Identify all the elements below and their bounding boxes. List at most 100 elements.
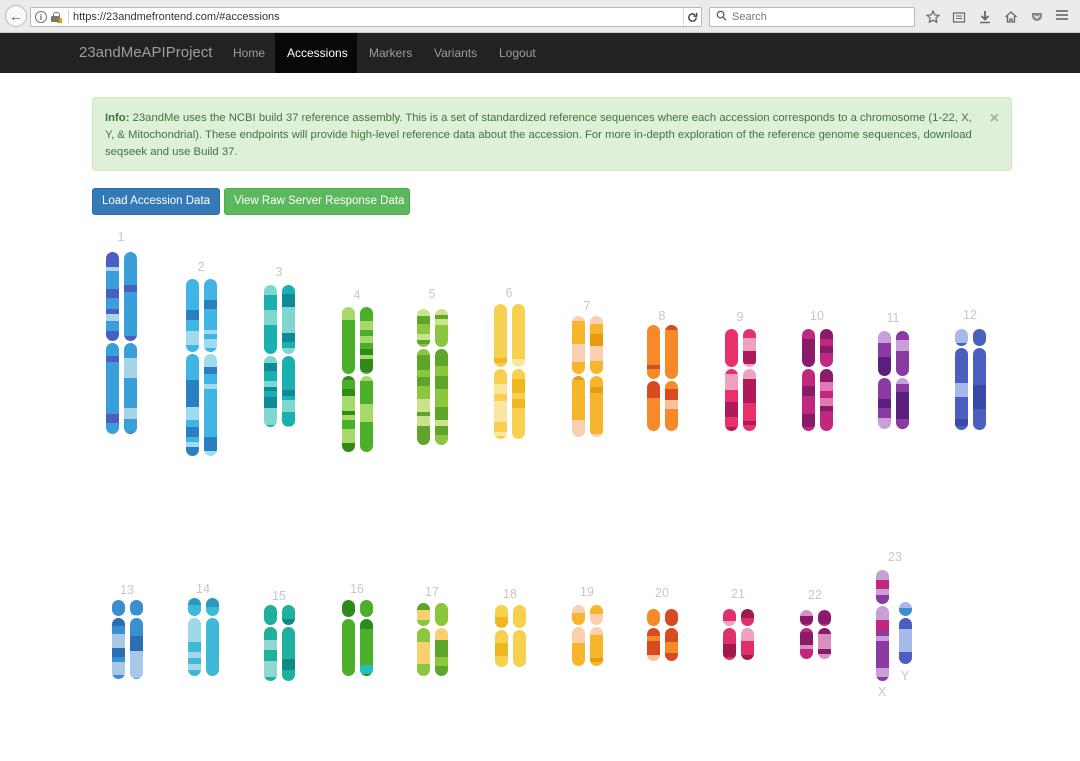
url-text[interactable]: https://23andmefrontend.com/#accessions bbox=[73, 11, 280, 23]
chromosome-10-p-arm[interactable] bbox=[819, 329, 833, 367]
chromosome-6-q-arm[interactable] bbox=[511, 369, 525, 439]
chromosome-15-p-arm[interactable] bbox=[263, 605, 277, 625]
chromosome-18-p-arm[interactable] bbox=[494, 605, 508, 628]
view-raw-response-button[interactable]: View Raw Server Response Data bbox=[224, 188, 410, 215]
chromosome-4-p-arm[interactable] bbox=[341, 307, 355, 374]
chromosome-14-q-arm[interactable] bbox=[205, 618, 219, 676]
chromosome-19-p-arm[interactable] bbox=[571, 605, 585, 625]
chromosome-21-p-arm[interactable] bbox=[740, 609, 754, 626]
chromosome-2-p-arm[interactable] bbox=[203, 279, 217, 352]
chromosome-22-p-arm[interactable] bbox=[799, 610, 813, 626]
chromosome-10-p-arm[interactable] bbox=[801, 329, 815, 367]
chromosome-3-p-arm[interactable] bbox=[263, 285, 277, 354]
chromosome-14-q-arm[interactable] bbox=[187, 618, 201, 676]
chromosome-22-q-arm[interactable] bbox=[799, 628, 813, 659]
nav-variants[interactable]: Variants bbox=[434, 46, 478, 60]
bookmark-star-icon[interactable] bbox=[920, 6, 946, 28]
nav-markers[interactable]: Markers bbox=[369, 46, 413, 60]
chromosome-20-p-arm[interactable] bbox=[646, 609, 660, 626]
chromosome-11-p-arm[interactable] bbox=[895, 331, 909, 376]
chromosome-19-q-arm[interactable] bbox=[589, 627, 603, 666]
chromosome-x-p-arm[interactable] bbox=[875, 570, 889, 604]
chromosome-1-q-arm[interactable] bbox=[105, 343, 119, 434]
url-bar[interactable]: i https://23andmefrontend.com/#accession… bbox=[30, 7, 702, 27]
chromosome-1-p-arm[interactable] bbox=[123, 252, 137, 341]
chromosome-12-p-arm[interactable] bbox=[972, 329, 986, 346]
chromosome-7-p-arm[interactable] bbox=[589, 316, 603, 374]
chromosome-2-q-arm[interactable] bbox=[185, 354, 199, 456]
close-icon[interactable]: × bbox=[989, 110, 999, 127]
back-icon[interactable]: ← bbox=[5, 5, 27, 27]
chromosome-6-p-arm[interactable] bbox=[511, 304, 525, 367]
chromosome-4-q-arm[interactable] bbox=[341, 376, 355, 452]
chromosome-5-p-arm[interactable] bbox=[434, 309, 448, 347]
chromosome-9-q-arm[interactable] bbox=[742, 369, 756, 431]
info-icon[interactable]: i bbox=[35, 11, 47, 23]
chromosome-x-q-arm[interactable] bbox=[875, 606, 889, 681]
chromosome-19-q-arm[interactable] bbox=[571, 627, 585, 666]
chromosome-17-p-arm[interactable] bbox=[434, 603, 448, 626]
chromosome-13-p-arm[interactable] bbox=[111, 600, 125, 616]
chromosome-1-p-arm[interactable] bbox=[105, 252, 119, 341]
chromosome-16-p-arm[interactable] bbox=[359, 600, 373, 617]
chromosome-16-p-arm[interactable] bbox=[341, 600, 355, 617]
lock-icon[interactable] bbox=[50, 12, 60, 22]
chromosome-22-p-arm[interactable] bbox=[817, 610, 831, 626]
chromosome-11-q-arm[interactable] bbox=[877, 378, 891, 429]
chromosome-20-q-arm[interactable] bbox=[664, 628, 678, 661]
chromosome-13-p-arm[interactable] bbox=[129, 600, 143, 616]
chromosome-10-q-arm[interactable] bbox=[819, 369, 833, 431]
chromosome-14-p-arm[interactable] bbox=[205, 598, 219, 616]
chromosome-18-q-arm[interactable] bbox=[494, 630, 508, 667]
chromosome-14-p-arm[interactable] bbox=[187, 598, 201, 616]
load-accession-data-button[interactable]: Load Accession Data bbox=[92, 188, 220, 215]
chromosome-12-q-arm[interactable] bbox=[954, 348, 968, 430]
chromosome-21-q-arm[interactable] bbox=[722, 628, 736, 660]
chromosome-16-q-arm[interactable] bbox=[341, 619, 355, 676]
chromosome-17-p-arm[interactable] bbox=[416, 603, 430, 626]
chromosome-13-q-arm[interactable] bbox=[129, 618, 143, 679]
chromosome-12-q-arm[interactable] bbox=[972, 348, 986, 430]
chromosome-2-q-arm[interactable] bbox=[203, 354, 217, 456]
chromosome-3-q-arm[interactable] bbox=[281, 356, 295, 427]
chromosome-9-q-arm[interactable] bbox=[724, 369, 738, 431]
home-icon[interactable] bbox=[998, 6, 1024, 28]
nav-home[interactable]: Home bbox=[233, 46, 266, 60]
reading-list-icon[interactable] bbox=[946, 6, 972, 28]
chromosome-8-q-arm[interactable] bbox=[664, 381, 678, 431]
chromosome-20-q-arm[interactable] bbox=[646, 628, 660, 661]
chromosome-17-q-arm[interactable] bbox=[434, 628, 448, 676]
chromosome-20-p-arm[interactable] bbox=[664, 609, 678, 626]
chromosome-6-p-arm[interactable] bbox=[493, 304, 507, 367]
chromosome-18-p-arm[interactable] bbox=[512, 605, 526, 628]
chromosome-4-q-arm[interactable] bbox=[359, 376, 373, 452]
chromosome-22-q-arm[interactable] bbox=[817, 628, 831, 659]
chromosome-11-p-arm[interactable] bbox=[877, 331, 891, 376]
chromosome-8-p-arm[interactable] bbox=[646, 325, 660, 379]
chromosome-5-p-arm[interactable] bbox=[416, 309, 430, 347]
chromosome-1-q-arm[interactable] bbox=[123, 343, 137, 434]
search-input[interactable]: Search bbox=[709, 7, 915, 27]
chromosome-9-p-arm[interactable] bbox=[724, 329, 738, 367]
navbar-brand[interactable]: 23andMeAPIProject bbox=[79, 44, 213, 61]
chromosome-10-q-arm[interactable] bbox=[801, 369, 815, 431]
chromosome-11-q-arm[interactable] bbox=[895, 378, 909, 429]
pocket-icon[interactable] bbox=[1024, 6, 1050, 28]
chromosome-7-p-arm[interactable] bbox=[571, 316, 585, 374]
chromosome-21-p-arm[interactable] bbox=[722, 609, 736, 626]
chromosome-y-q-arm[interactable] bbox=[898, 618, 912, 664]
chromosome-3-q-arm[interactable] bbox=[263, 356, 277, 427]
chromosome-18-q-arm[interactable] bbox=[512, 630, 526, 667]
chromosome-8-q-arm[interactable] bbox=[646, 381, 660, 431]
chromosome-16-q-arm[interactable] bbox=[359, 619, 373, 676]
chromosome-13-q-arm[interactable] bbox=[111, 618, 125, 679]
chromosome-2-p-arm[interactable] bbox=[185, 279, 199, 352]
nav-logout[interactable]: Logout bbox=[499, 46, 536, 60]
chromosome-15-q-arm[interactable] bbox=[263, 627, 277, 681]
chromosome-15-p-arm[interactable] bbox=[281, 605, 295, 625]
chromosome-17-q-arm[interactable] bbox=[416, 628, 430, 676]
chromosome-3-p-arm[interactable] bbox=[281, 285, 295, 354]
chromosome-15-q-arm[interactable] bbox=[281, 627, 295, 681]
chromosome-7-q-arm[interactable] bbox=[571, 376, 585, 437]
chromosome-y-p-arm[interactable] bbox=[898, 602, 912, 616]
